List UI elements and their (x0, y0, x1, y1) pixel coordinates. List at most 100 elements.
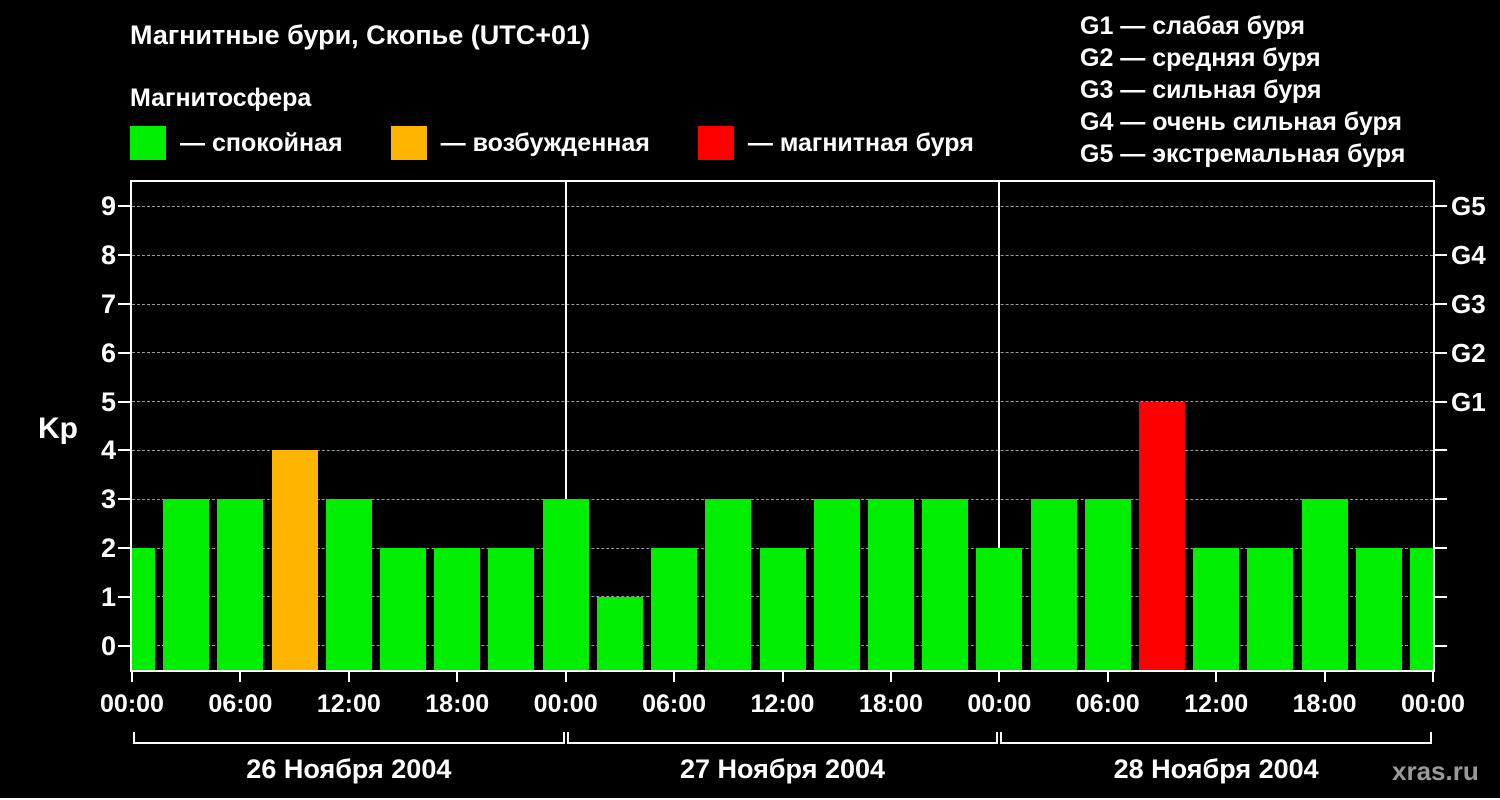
storm-scale-line: G4 — очень сильная буря (1080, 108, 1402, 136)
x-tick (131, 672, 133, 682)
x-tick (564, 672, 567, 682)
legend-swatch-quiet (130, 126, 166, 160)
kp-bar (163, 499, 210, 670)
y-tick-label: 3 (100, 484, 116, 515)
watermark: xras.ru (1392, 756, 1479, 786)
kp-bar (1355, 548, 1402, 670)
x-tick (239, 672, 242, 682)
bottom-border-line (0, 798, 1500, 800)
x-tick-label: 06:00 (642, 690, 707, 718)
date-label: 27 Ноября 2004 (679, 754, 886, 784)
g-axis-label: G5 (1451, 191, 1486, 222)
kp-bar (434, 548, 481, 670)
g-axis-label: G1 (1451, 386, 1486, 417)
y-tick-label: 6 (100, 337, 116, 368)
y-tick (118, 595, 130, 598)
y-tick (118, 547, 130, 549)
storm-scale-line: G3 — сильная буря (1080, 76, 1322, 104)
legend-label-quiet: — спокойная (180, 128, 343, 157)
date-label: 26 Ноября 2004 (246, 754, 452, 784)
y-tick (118, 449, 130, 452)
x-tick-label: 18:00 (1292, 690, 1357, 718)
x-tick (1432, 672, 1434, 682)
x-tick-label: 12:00 (1184, 690, 1249, 718)
kp-bar (132, 548, 155, 670)
legend-label-storm: — магнитная буря (747, 128, 974, 157)
kp-bar (1301, 499, 1348, 670)
kp-bar (596, 596, 643, 670)
kp-bar (1193, 548, 1240, 670)
kp-bar (1410, 548, 1433, 670)
y-tick (118, 400, 130, 403)
y-tick (118, 351, 130, 354)
g-axis-label: G2 (1451, 337, 1486, 368)
x-tick (1323, 672, 1326, 682)
x-tick (1106, 672, 1109, 682)
day-separator (998, 182, 1001, 670)
gridline (132, 205, 1433, 207)
x-tick-label: 06:00 (1075, 690, 1140, 718)
legend-item-storm: — магнитная буря (697, 126, 974, 160)
y-tick-right (1435, 644, 1447, 647)
x-tick (889, 672, 892, 682)
day-separator (564, 182, 567, 670)
chart-subtitle: Магнитосфера (130, 84, 312, 112)
g-axis-label: G3 (1451, 289, 1486, 319)
x-tick-label: 12:00 (316, 690, 381, 718)
x-tick-label: 18:00 (858, 690, 923, 718)
x-tick (1215, 672, 1218, 682)
storm-scale-line: G5 — экстремальная буря (1080, 140, 1406, 168)
y-tick (118, 254, 130, 257)
y-tick (118, 644, 130, 647)
y-tick-label: 8 (100, 240, 116, 271)
gridline (132, 352, 1433, 354)
x-tick-label: 18:00 (425, 690, 490, 718)
y-tick (118, 205, 130, 208)
kp-bar (1247, 548, 1294, 670)
storm-scale-legend: G1 — слабая буря G2 — средняя буря G3 — си… (1080, 10, 1405, 170)
y-tick-right (1435, 595, 1447, 598)
y-tick-label: 0 (100, 630, 116, 661)
y-tick-label: 4 (100, 435, 116, 466)
kp-bar (976, 548, 1023, 670)
x-tick (781, 672, 784, 682)
y-tick-label: 5 (100, 386, 116, 417)
date-bracket (1000, 732, 1432, 744)
date-bracket (566, 732, 999, 744)
chart-title: Магнитные бури, Скопье (UTC+01) (130, 20, 591, 50)
x-tick-label: 06:00 (208, 690, 273, 718)
kp-bar (542, 499, 589, 670)
storm-scale-line: G2 — средняя буря (1080, 44, 1321, 72)
kp-bar (1138, 401, 1185, 670)
y-tick-right (1435, 498, 1447, 501)
kp-bar (922, 499, 969, 670)
kp-bar (651, 548, 698, 670)
legend-item-quiet: — спокойная (130, 126, 343, 160)
date-bracket (133, 732, 565, 744)
y-tick-label: 2 (100, 533, 116, 563)
storm-scale-line: G1 — слабая буря (1080, 12, 1306, 40)
legend-swatch-unsettled (390, 126, 427, 160)
y-tick-right (1435, 449, 1447, 452)
y-tick-right (1435, 303, 1447, 305)
gridline (132, 303, 1433, 305)
gridline (132, 254, 1433, 256)
y-axis-title: Kp (38, 412, 78, 445)
y-tick-right (1435, 254, 1447, 257)
kp-bar (271, 450, 318, 670)
x-tick-label: 00:00 (100, 690, 164, 718)
y-tick-right (1435, 205, 1447, 208)
date-label: 28 Ноября 2004 (1113, 754, 1319, 784)
y-tick (118, 498, 130, 501)
kp-bar (759, 548, 806, 670)
legend-item-unsettled: — возбужденная (390, 126, 650, 160)
y-tick (118, 303, 130, 305)
x-tick-label: 00:00 (967, 690, 1032, 718)
g-axis-label: G4 (1451, 240, 1486, 271)
x-tick (673, 672, 676, 682)
activity-legend: — спокойная — возбужденная — магнитная бур… (130, 126, 974, 160)
y-tick-right (1435, 351, 1447, 354)
kp-bar (867, 499, 914, 670)
gridline (132, 401, 1433, 403)
